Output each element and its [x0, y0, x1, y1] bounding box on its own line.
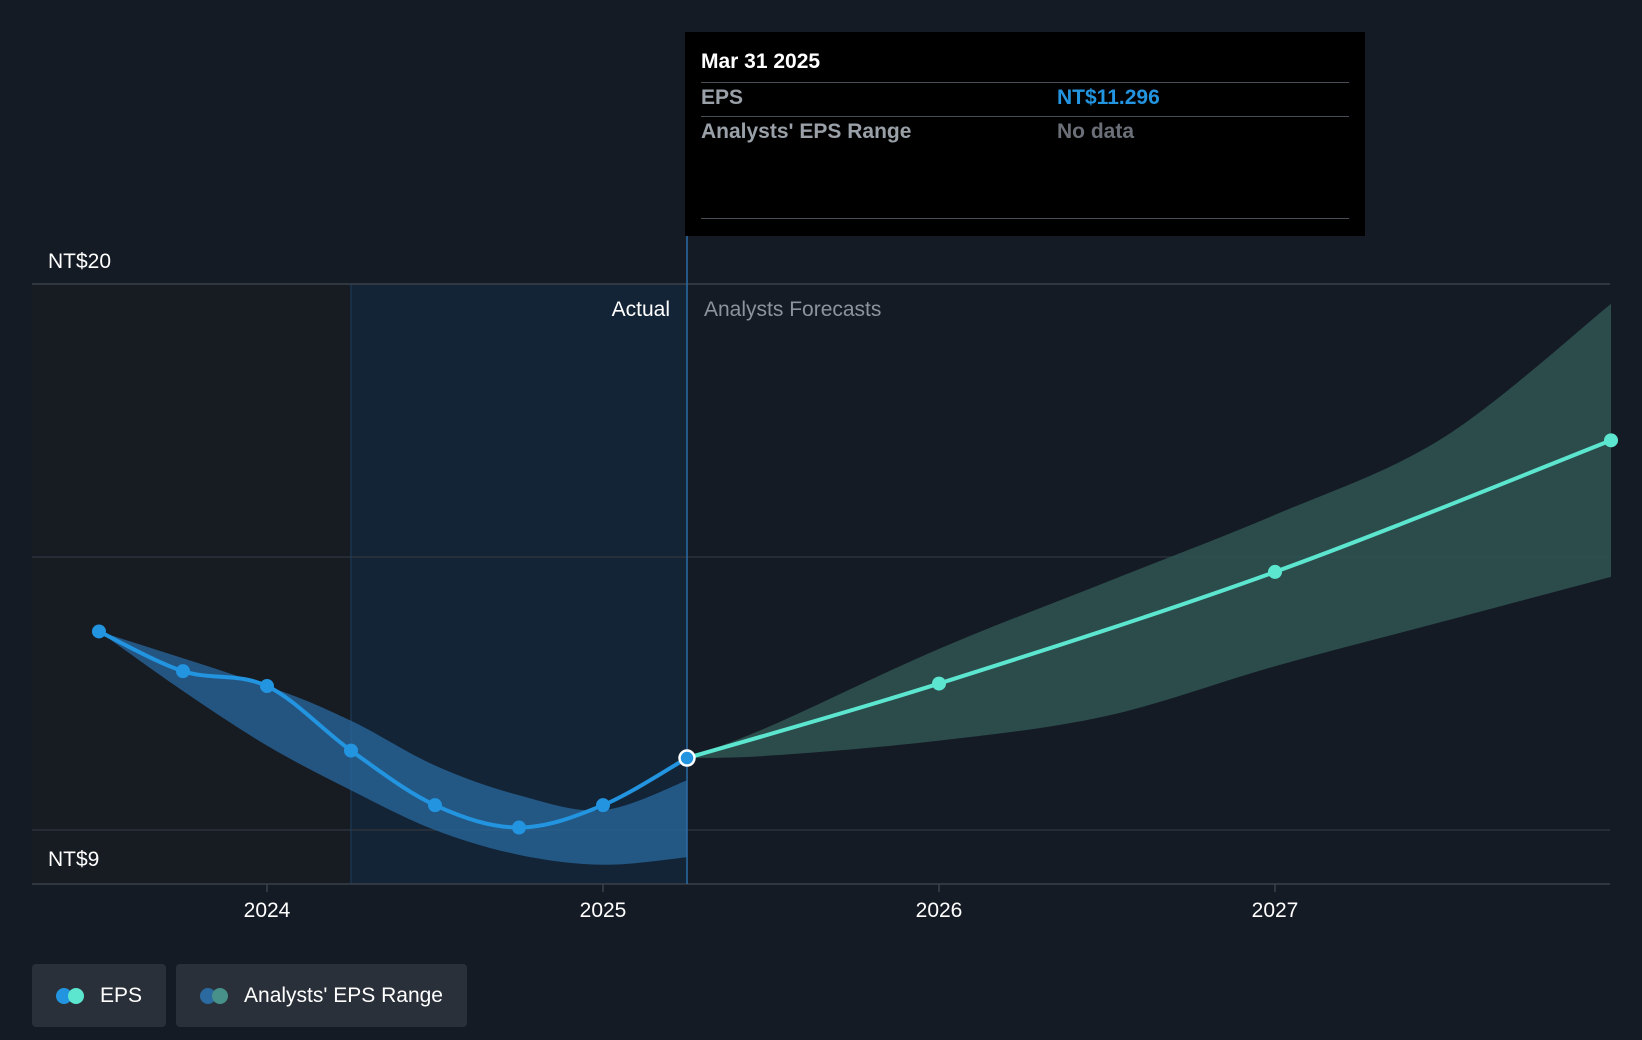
- y-tick-label-top: NT$20: [48, 250, 111, 273]
- eps-range-band-actual: [99, 631, 687, 865]
- tooltip-eps-value: NT$11.296: [1057, 86, 1160, 109]
- legend: EPS Analysts' EPS Range: [32, 964, 467, 1027]
- x-tick-label: 2024: [244, 899, 291, 922]
- eps-point-selected: [678, 749, 696, 767]
- legend-label-eps-range: Analysts' EPS Range: [244, 983, 443, 1007]
- eps-point: [932, 676, 946, 691]
- eps-point: [260, 679, 274, 694]
- forecast-region-label: Analysts Forecasts: [704, 298, 881, 321]
- eps-point: [92, 624, 106, 639]
- legend-label-eps: EPS: [100, 983, 143, 1007]
- eps-point: [512, 820, 526, 835]
- legend-item-eps-range[interactable]: Analysts' EPS Range: [176, 964, 467, 1027]
- tooltip-date: Mar 31 2025: [701, 50, 821, 73]
- eps-point: [1604, 433, 1618, 448]
- eps-line-actual: [97, 629, 689, 830]
- tooltip-divider: [701, 116, 1349, 117]
- tooltip-divider: [701, 218, 1349, 219]
- eps-point: [176, 664, 190, 679]
- eps-point: [428, 798, 442, 813]
- eps-point: [344, 743, 358, 758]
- eps-point: [1268, 564, 1282, 579]
- x-tick-label: 2026: [916, 899, 963, 922]
- tooltip-range-label: Analysts' EPS Range: [701, 120, 912, 143]
- x-tick-label: 2027: [1252, 899, 1299, 922]
- tooltip-eps-label: EPS: [701, 86, 744, 109]
- past-background: [32, 284, 351, 884]
- tooltip-divider: [701, 82, 1349, 83]
- eps-range-band-forecast: [687, 303, 1611, 759]
- y-tick-label-bottom: NT$9: [48, 848, 99, 871]
- eps-legend-icon: [56, 987, 86, 1004]
- actual-region-label: Actual: [612, 298, 670, 321]
- eps-range-legend-icon: [200, 987, 230, 1004]
- tooltip: Mar 31 2025 EPS NT$11.296 Analysts' EPS …: [685, 32, 1365, 236]
- legend-item-eps[interactable]: EPS: [32, 964, 167, 1027]
- tooltip-range-value: No data: [1057, 120, 1135, 143]
- eps-line-forecast: [685, 438, 1613, 761]
- eps-point: [596, 798, 610, 813]
- x-tick-label: 2025: [580, 899, 627, 922]
